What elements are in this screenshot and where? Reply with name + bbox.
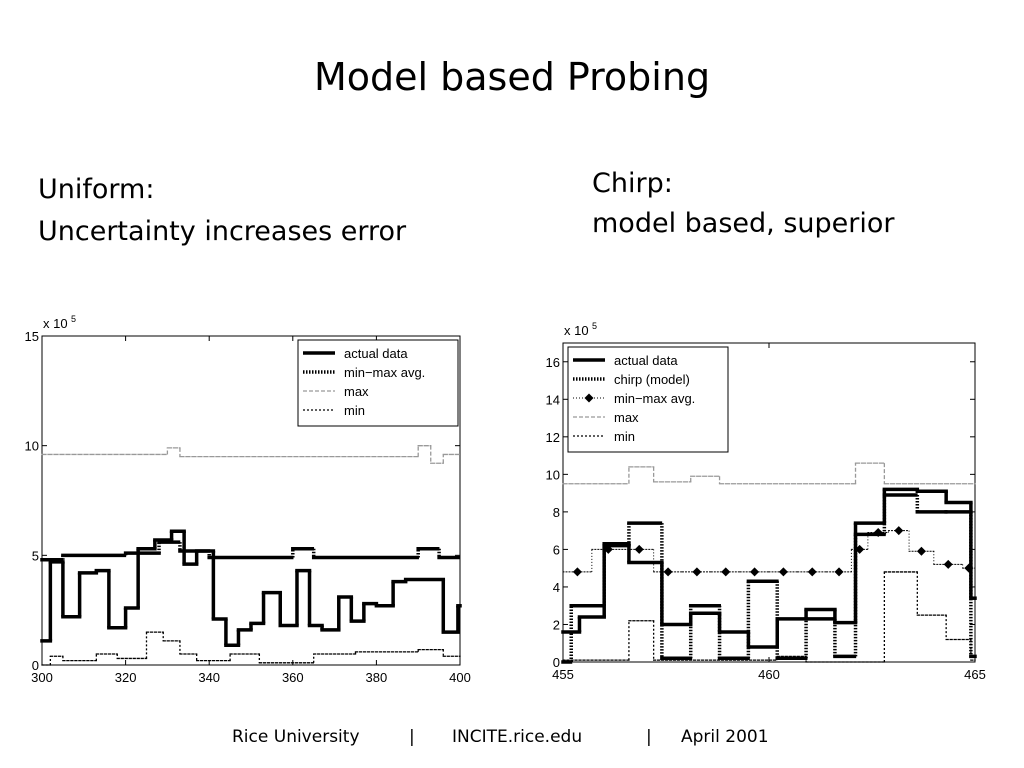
diamond-marker bbox=[834, 567, 844, 577]
series bbox=[41, 445, 461, 464]
diamond-marker bbox=[807, 567, 817, 577]
footer-text: INCITE.rice.edu bbox=[452, 727, 582, 747]
y-tick-label: 14 bbox=[546, 392, 560, 407]
series bbox=[562, 526, 976, 577]
x-tick-label: 320 bbox=[115, 670, 137, 685]
diamond-marker bbox=[721, 567, 731, 577]
series bbox=[561, 487, 977, 649]
legend-label: chirp (model) bbox=[614, 372, 690, 387]
right-caption: model based, superior bbox=[592, 208, 895, 239]
series bbox=[40, 529, 462, 648]
footer-separator: | bbox=[409, 727, 415, 747]
y-tick-label: 5 bbox=[32, 548, 39, 563]
y-tick-label: 10 bbox=[546, 467, 560, 482]
axis-multiplier: x 10 bbox=[564, 323, 589, 338]
legend-label: actual data bbox=[614, 353, 678, 368]
x-tick-label: 300 bbox=[31, 670, 53, 685]
diamond-marker bbox=[894, 526, 904, 536]
diamond-marker bbox=[855, 544, 865, 554]
series bbox=[562, 571, 976, 663]
plot-frame bbox=[41, 335, 461, 666]
y-tick-label: 4 bbox=[553, 580, 560, 595]
diamond-marker bbox=[572, 567, 582, 577]
y-tick-label: 16 bbox=[546, 355, 560, 370]
slide-title: Model based Probing bbox=[314, 55, 710, 99]
footer-text: April 2001 bbox=[681, 727, 769, 747]
diamond-marker bbox=[916, 546, 926, 556]
axis-multiplier-exponent: 5 bbox=[71, 314, 76, 324]
y-tick-label: 12 bbox=[546, 430, 560, 445]
left-caption: Uncertainty increases error bbox=[38, 216, 407, 247]
y-tick-label: 10 bbox=[25, 439, 39, 454]
legend-label: min bbox=[614, 429, 635, 444]
diamond-marker bbox=[778, 567, 788, 577]
diamond-marker bbox=[663, 567, 673, 577]
legend-label: max bbox=[614, 410, 639, 425]
y-tick-label: 15 bbox=[25, 329, 39, 344]
diamond-marker bbox=[692, 567, 702, 577]
y-tick-label: 6 bbox=[553, 542, 560, 557]
x-tick-label: 380 bbox=[366, 670, 388, 685]
y-tick-label: 2 bbox=[553, 617, 560, 632]
x-tick-label: 360 bbox=[282, 670, 304, 685]
series bbox=[561, 493, 977, 664]
diamond-marker bbox=[634, 544, 644, 554]
legend-label: min−max avg. bbox=[344, 365, 425, 380]
x-tick-label: 455 bbox=[552, 667, 574, 682]
y-tick-label: 0 bbox=[32, 658, 39, 673]
legend-box bbox=[567, 346, 729, 453]
x-tick-label: 340 bbox=[198, 670, 220, 685]
legend-label: min bbox=[344, 403, 365, 418]
footer-separator: | bbox=[646, 727, 652, 747]
x-tick-label: 400 bbox=[449, 670, 471, 685]
y-tick-label: 0 bbox=[553, 655, 560, 670]
left-caption: Uniform: bbox=[38, 174, 154, 205]
series bbox=[40, 540, 462, 562]
series bbox=[562, 462, 976, 485]
diamond-marker bbox=[943, 559, 953, 569]
series bbox=[41, 631, 461, 666]
diamond-marker bbox=[750, 567, 760, 577]
diamond-marker bbox=[873, 528, 883, 538]
y-tick-label: 8 bbox=[553, 505, 560, 520]
legend-label: actual data bbox=[344, 346, 408, 361]
x-tick-label: 460 bbox=[758, 667, 780, 682]
legend-marker bbox=[584, 393, 594, 403]
axis-multiplier-exponent: 5 bbox=[592, 321, 597, 331]
diamond-marker bbox=[964, 563, 974, 573]
legend-label: max bbox=[344, 384, 369, 399]
axis-multiplier: x 10 bbox=[43, 316, 68, 331]
x-tick-label: 465 bbox=[964, 667, 986, 682]
legend-label: min−max avg. bbox=[614, 391, 695, 406]
diamond-marker bbox=[603, 544, 613, 554]
footer-text: Rice University bbox=[232, 727, 360, 747]
right-caption: Chirp: bbox=[592, 168, 673, 199]
